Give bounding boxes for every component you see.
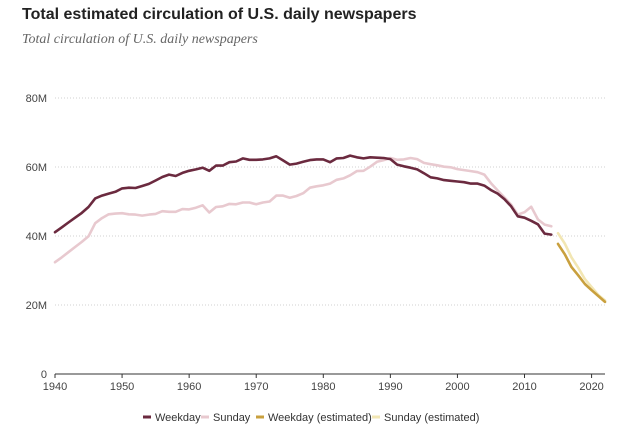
legend-label-weekday-estimated: Weekday (estimated) [268,412,372,424]
legend-label-sunday-estimated: Sunday (estimated) [384,412,479,424]
y-tick-label: 60M [26,162,47,174]
x-tick-label: 1960 [177,381,201,393]
legend-label-sunday: Sunday [213,412,251,424]
legend: Weekday Sunday Weekday (estimated) Sunday (… [143,412,479,424]
x-tick-label: 1990 [378,381,402,393]
y-tick-label: 0 [41,369,47,381]
y-tick-label: 80M [26,93,47,105]
x-tick-label: 1970 [244,381,268,393]
chart-title: Total estimated circulation of U.S. dail… [22,6,417,23]
y-axis: 0 20M 40M 60M 80M [26,93,47,381]
series-line-sunday-estimated [556,231,607,302]
series-line-weekday [53,154,553,236]
x-axis: 1940 1950 1960 1970 1980 1990 2000 2010 2020 [43,373,605,393]
series-line-weekday-estimated [556,242,607,304]
grid-lines [55,97,605,306]
y-tick-label: 40M [26,231,47,243]
x-tick-label: 2000 [445,381,469,393]
series-layer [53,154,607,304]
chart-subtitle: Total circulation of U.S. daily newspape… [22,32,258,47]
x-tick-label: 1980 [311,381,335,393]
y-tick-label: 20M [26,300,47,312]
x-tick-label: 1940 [43,381,67,393]
x-tick-label: 1950 [110,381,134,393]
series-line-sunday [53,156,553,264]
x-tick-label: 2010 [512,381,536,393]
legend-label-weekday: Weekday [155,412,201,424]
x-tick-label: 2020 [579,381,603,393]
